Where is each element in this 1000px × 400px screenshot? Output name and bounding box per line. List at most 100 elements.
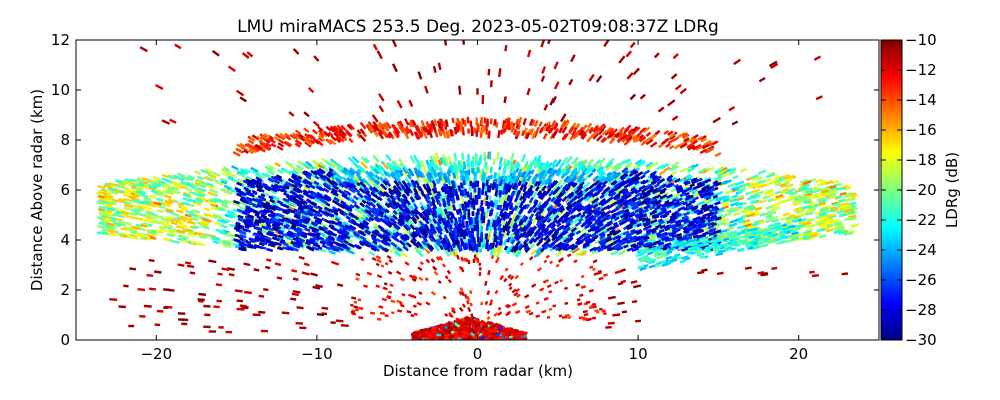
radar-return	[271, 202, 280, 208]
radar-return	[164, 199, 173, 205]
radar-return	[570, 156, 579, 166]
radar-return	[577, 160, 584, 167]
radar-return	[185, 210, 195, 215]
radar-return	[310, 180, 317, 186]
radar-return	[726, 226, 735, 231]
radar-return	[571, 247, 580, 254]
radar-return	[666, 204, 674, 210]
radar-return	[372, 225, 380, 232]
radar-return	[163, 203, 172, 208]
radar-return	[839, 191, 847, 196]
radar-return	[646, 178, 654, 185]
radar-return	[105, 190, 113, 194]
radar-return	[135, 234, 145, 239]
radar-return	[272, 196, 281, 203]
radar-return	[828, 214, 837, 219]
radar-return	[527, 200, 533, 209]
radar-return	[112, 222, 122, 226]
radar-return	[295, 164, 304, 171]
radar-return	[697, 200, 705, 206]
radar-return	[431, 219, 437, 227]
radar-return	[214, 221, 222, 226]
radar-return	[804, 221, 812, 226]
radar-return	[814, 187, 821, 192]
radar-return	[374, 199, 383, 207]
radar-return	[129, 181, 138, 186]
radar-return	[220, 180, 228, 185]
radar-return	[108, 232, 117, 237]
radar-return	[149, 229, 157, 234]
radar-return	[606, 157, 615, 166]
radar-return	[785, 216, 794, 221]
radar-return	[597, 171, 606, 180]
radar-return	[141, 205, 151, 210]
radar-return	[598, 169, 605, 176]
radar-return	[251, 170, 261, 176]
radar-return	[151, 203, 161, 209]
radar-return	[170, 185, 180, 191]
radar-return	[773, 174, 781, 180]
radar-return	[785, 178, 793, 183]
radar-return	[129, 203, 139, 209]
radar-return	[109, 201, 117, 206]
radar-return	[751, 176, 760, 182]
radar-return	[555, 251, 563, 258]
radar-return	[461, 152, 465, 160]
radar-return	[358, 208, 367, 216]
radar-return	[714, 168, 723, 174]
radar-return	[819, 225, 827, 230]
radar-return	[558, 162, 565, 170]
radar-return	[443, 157, 448, 167]
radar-return	[245, 175, 253, 181]
radar-return	[284, 169, 292, 176]
radar-return	[719, 179, 729, 186]
radar-return	[574, 160, 582, 169]
radar-return	[305, 160, 313, 167]
radar-return	[775, 193, 784, 199]
radar-return	[433, 243, 440, 252]
radar-return	[432, 224, 438, 231]
radar-return	[453, 152, 458, 161]
radar-return	[96, 201, 105, 206]
radar-return	[200, 180, 209, 186]
radar-return	[318, 199, 326, 206]
radar-return	[157, 179, 167, 185]
radar-return	[806, 224, 815, 229]
radar-return	[123, 232, 131, 237]
radar-return	[768, 193, 775, 198]
radar-return	[618, 160, 625, 167]
radar-return	[106, 222, 115, 227]
radar-return	[202, 218, 212, 223]
radar-return	[740, 208, 749, 214]
radar-return	[239, 167, 249, 174]
radar-return	[154, 188, 162, 193]
radar-return	[555, 158, 562, 168]
radar-return	[556, 179, 563, 187]
radar-return	[492, 244, 497, 252]
radar-return	[792, 199, 802, 204]
radar-return	[729, 218, 739, 224]
radar-return	[803, 230, 813, 235]
radar-return	[228, 188, 238, 194]
radar-return	[496, 245, 501, 253]
radar-return	[803, 236, 810, 241]
radar-return	[165, 215, 174, 220]
radar-return	[818, 222, 828, 227]
radar-return	[566, 184, 574, 193]
radar-return	[219, 230, 227, 235]
radar-return	[104, 194, 113, 199]
radar-return	[99, 197, 108, 202]
radar-return	[188, 212, 198, 218]
radar-return	[708, 197, 718, 203]
radar-return	[237, 172, 246, 178]
radar-return	[378, 186, 385, 193]
radar-return	[718, 221, 726, 226]
radar-return	[187, 232, 196, 237]
radar-return	[702, 197, 711, 203]
radar-return	[780, 184, 788, 189]
radar-return	[506, 245, 514, 255]
radar-return	[504, 174, 510, 185]
radar-return	[843, 194, 850, 198]
radar-return	[434, 152, 440, 160]
radar-return	[131, 199, 140, 204]
